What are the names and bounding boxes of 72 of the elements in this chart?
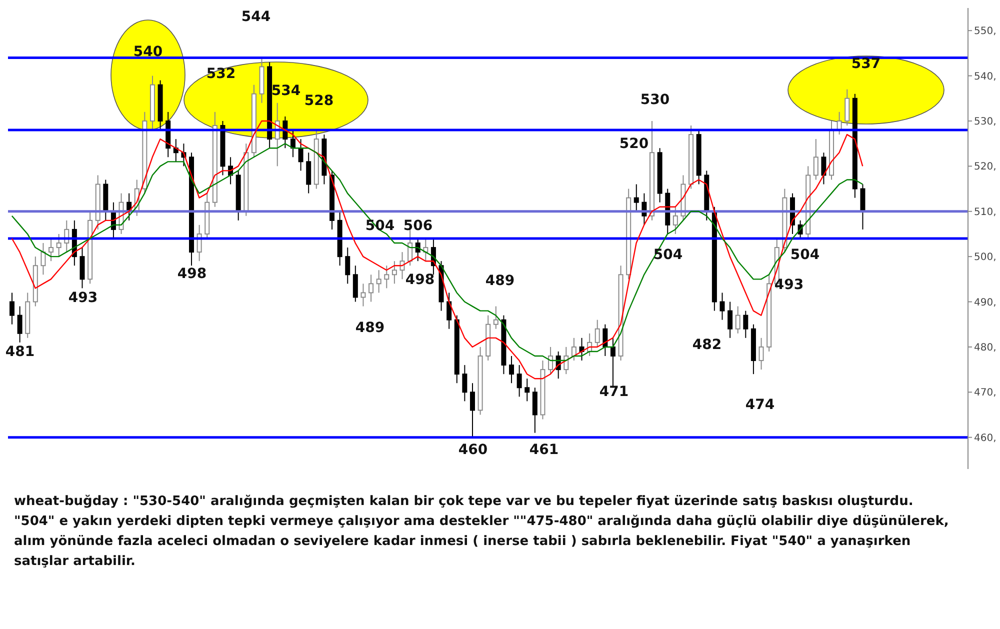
candlestick: [758, 337, 764, 370]
candlestick: [634, 184, 639, 212]
annotation: 520: [619, 136, 649, 152]
candlestick: [672, 206, 678, 234]
candlestick: [493, 306, 498, 330]
candlestick: [860, 184, 866, 230]
y-tick-label: 480,: [974, 342, 996, 354]
y-tick-label: 520,: [974, 162, 996, 173]
candlestick: [80, 247, 85, 289]
y-tick-label: 510,: [974, 206, 996, 218]
annotation: 461: [529, 442, 559, 458]
y-tick-label: 530,: [974, 116, 996, 128]
candlestick: [298, 138, 304, 172]
candlestick: [306, 152, 312, 194]
candlestick: [743, 310, 748, 338]
candlestick: [509, 356, 514, 384]
candlestick: [56, 233, 62, 258]
candlestick: [462, 364, 468, 402]
candlestick: [524, 378, 530, 402]
annotation: 504: [653, 247, 683, 263]
candlestick: [728, 301, 733, 338]
candlestick: [345, 247, 350, 284]
y-tick-label: 490,: [974, 297, 996, 308]
candlestick: [400, 252, 405, 280]
annotation: 532: [206, 66, 236, 82]
candlestick: [720, 292, 725, 320]
annotation: 534: [271, 83, 301, 99]
annotation: 537: [851, 56, 881, 72]
candlestick: [735, 306, 740, 334]
candlestick: [48, 238, 54, 262]
candlestick: [470, 382, 475, 438]
annotation: 493: [68, 290, 98, 306]
candlestick: [368, 274, 374, 302]
annotation: 506: [403, 218, 433, 234]
candlestick: [384, 265, 390, 289]
candlestick: [813, 138, 818, 180]
y-tick-label: 460,: [974, 432, 996, 444]
y-tick-label: 500,: [974, 252, 996, 264]
candlestick: [290, 130, 296, 158]
annotation: 530: [640, 92, 670, 108]
annotation: 460: [458, 442, 488, 458]
candlestick: [532, 387, 538, 434]
annotation: 504: [790, 247, 820, 263]
annotation: 498: [177, 266, 207, 282]
annotation: 498: [405, 272, 435, 288]
annotation: 474: [745, 397, 775, 413]
candlestick: [821, 152, 826, 185]
candlestick: [844, 88, 850, 126]
annotation: 489: [355, 320, 385, 336]
candlestick: [10, 292, 14, 325]
candlestick: [376, 270, 382, 294]
candlestick: [40, 242, 46, 276]
annotation: 540: [133, 44, 163, 60]
annotation: 544: [241, 9, 271, 25]
y-tick-label: 550,: [974, 26, 996, 38]
candlestick: [516, 364, 522, 398]
candlestick: [446, 292, 452, 330]
text: wheat-buğday : "530-540" aralığında geçmişten kalan bir çok tepe var ve bu tepeler fiyat üzerinde satış baskısı oluşturdu. "504" e yakın yerdeki dipten tepki vermeye çalışıyor ama destekler ""475-480" aralığında daha güçlü olabilir diye düşünülerek, alım yönünde fazla aceleci olmadan o seviyelere kadar inmesi ( inerse tabii ) sabırla beklenebilir. Fiyat "540" a yanaşırken satışlar artabilir.: [14, 493, 950, 571]
candlestick: [392, 260, 397, 284]
candlestick: [17, 306, 22, 343]
y-tick-label: 540,: [974, 71, 996, 82]
candlestick: [548, 346, 554, 375]
annotation: 528: [304, 93, 334, 109]
candlestick: [594, 319, 600, 348]
annotation: 489: [485, 273, 515, 289]
annotation: 481: [5, 344, 35, 360]
candlestick: [352, 265, 358, 302]
y-tick-label: 470,: [974, 388, 996, 399]
annotation: 471: [599, 384, 629, 400]
annotation: 493: [774, 277, 804, 293]
candlestick: [360, 283, 366, 307]
annotation: 482: [692, 337, 722, 353]
